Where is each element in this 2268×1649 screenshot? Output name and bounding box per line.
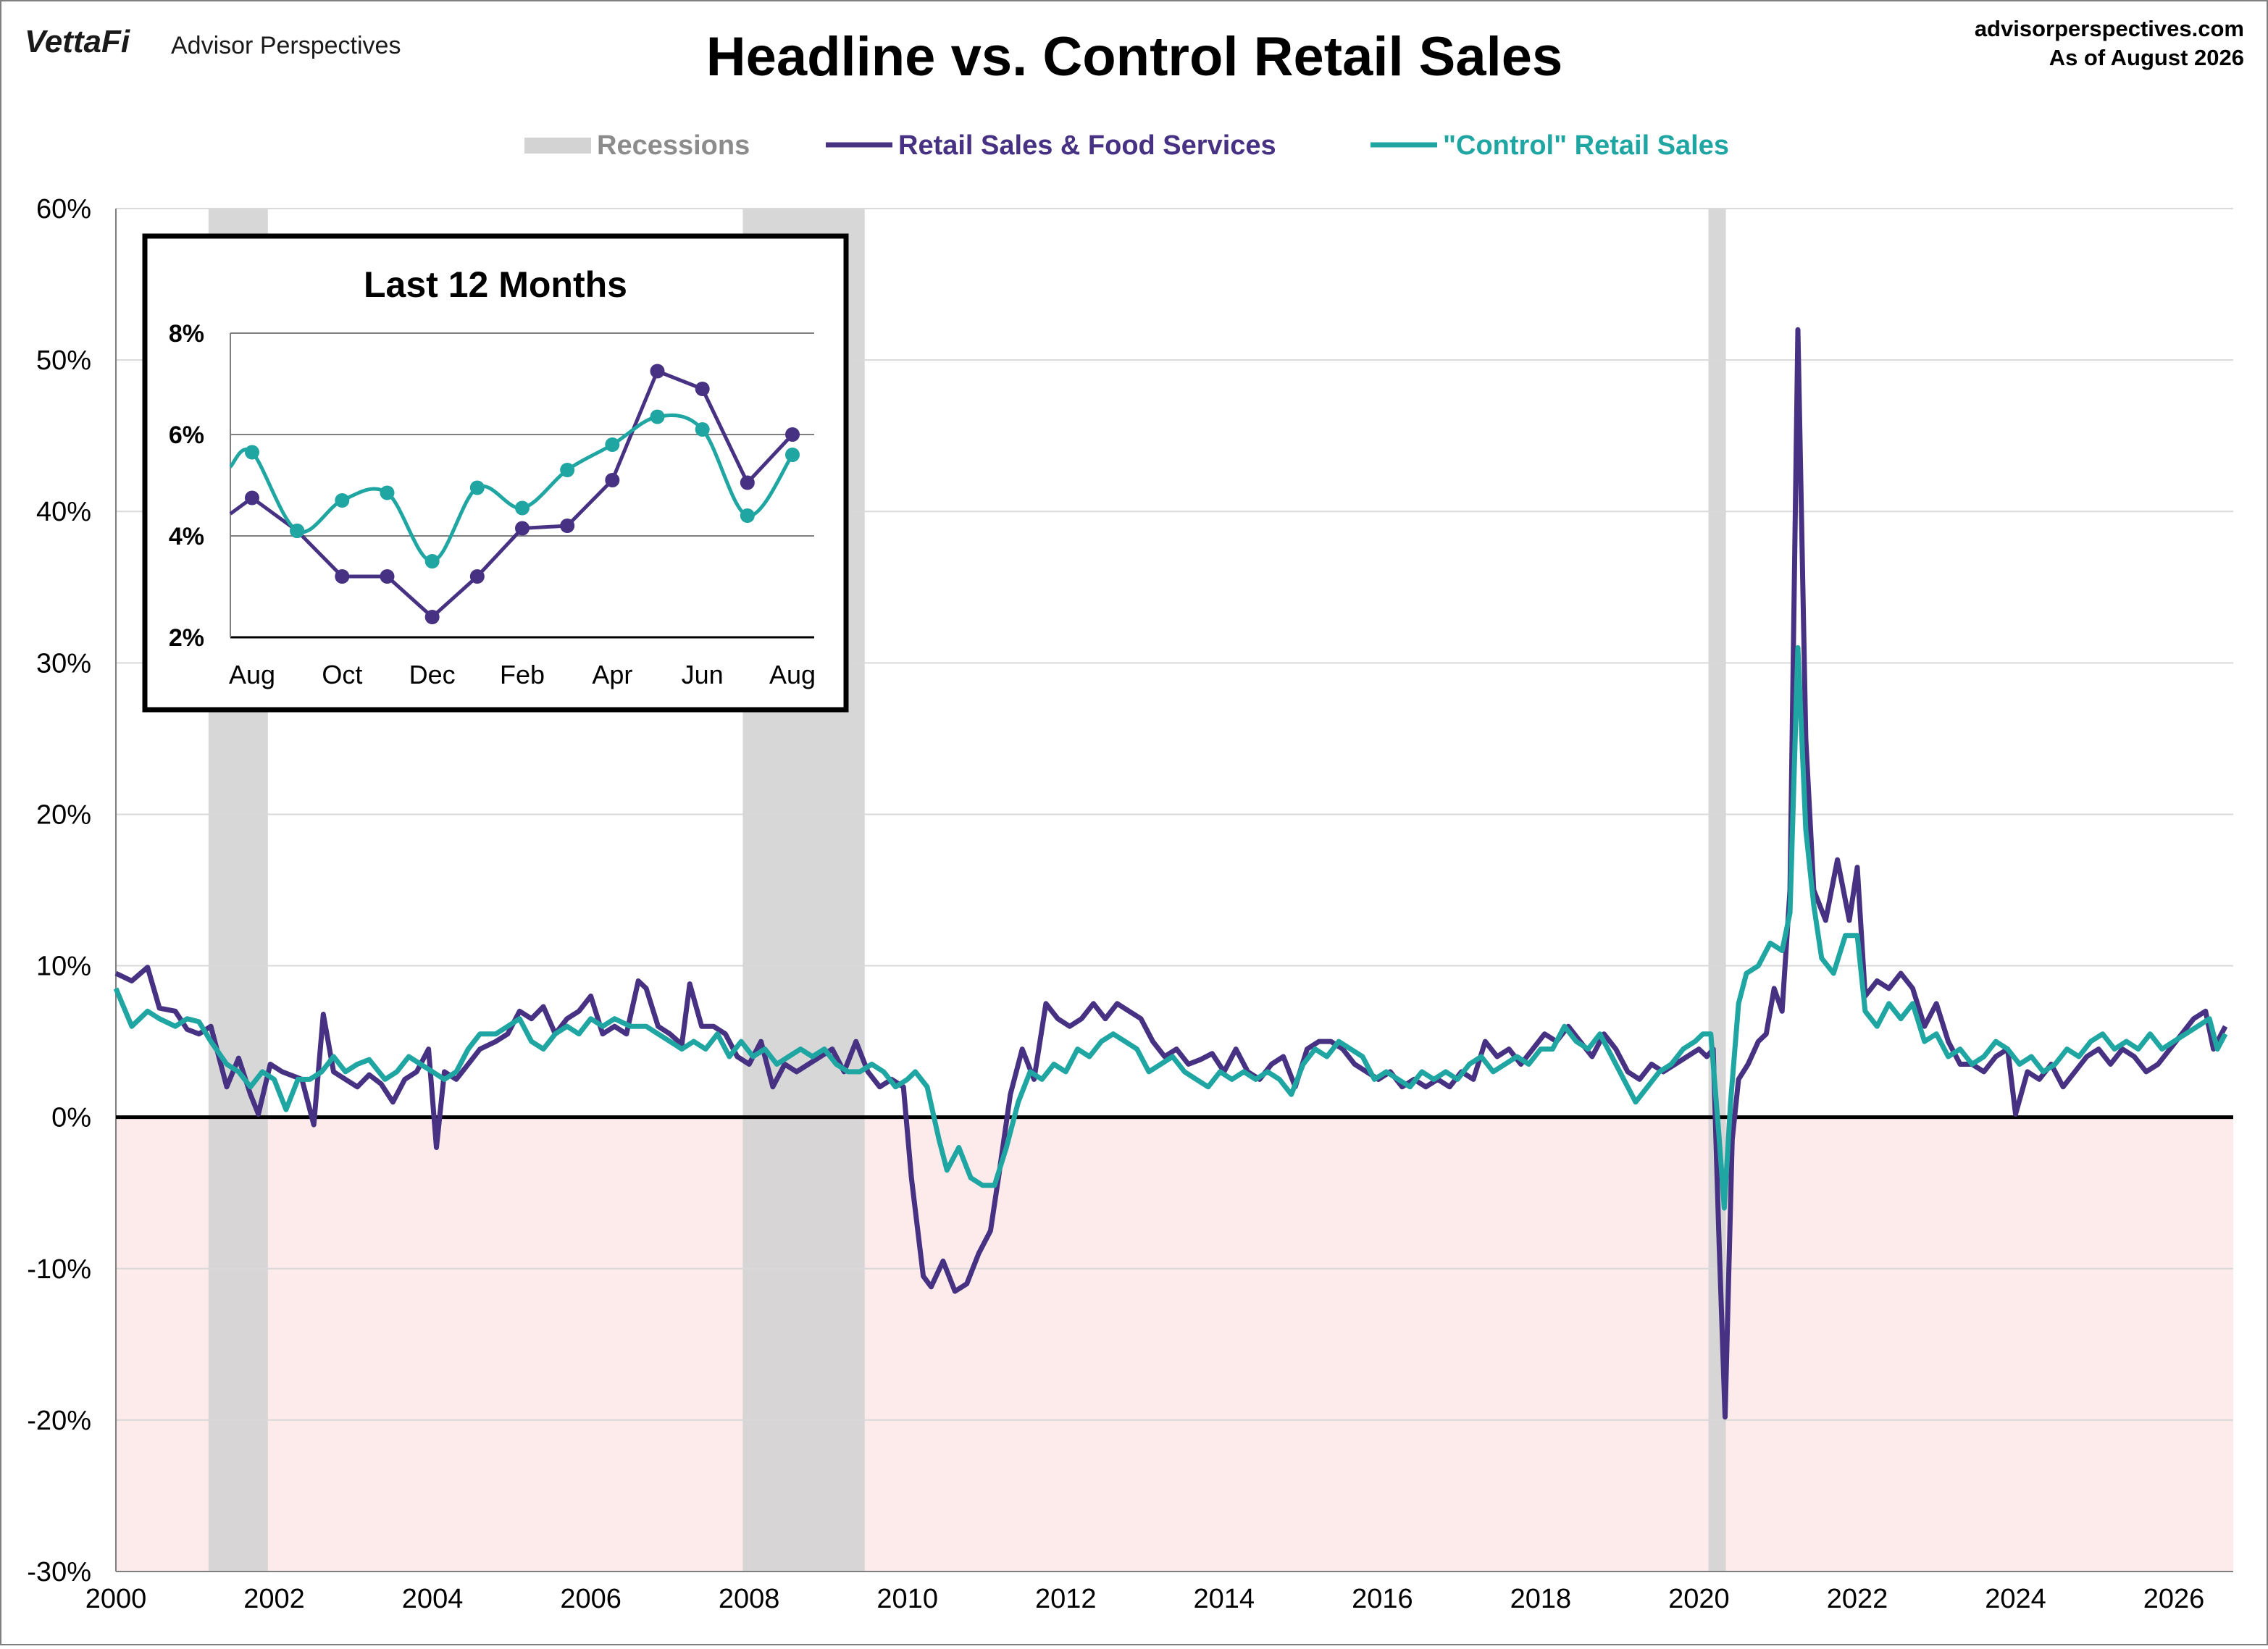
- inset-point-control-retail-sales: [560, 463, 575, 477]
- inset-point-retail-sales: [695, 382, 710, 396]
- x-tick-label: 2018: [1510, 1584, 1572, 1614]
- inset-y-tick-label: 8%: [169, 320, 204, 348]
- x-tick-label: 2012: [1035, 1584, 1097, 1614]
- x-tick-label: 2020: [1668, 1584, 1730, 1614]
- series-line-control-retail-sales: [113, 645, 2228, 1211]
- x-tick-label: 2008: [719, 1584, 780, 1614]
- inset-point-control-retail-sales: [424, 554, 440, 568]
- legend-series-b-label: "Control" Retail Sales: [1443, 130, 1729, 161]
- inset-y-tick-label: 4%: [169, 523, 204, 550]
- inset-point-control-retail-sales: [515, 500, 530, 516]
- inset-x-tick-label: Aug: [229, 660, 275, 689]
- inset-x-tick-label: Feb: [500, 660, 545, 689]
- inset-x-axis-ticks: Aug Oct Dec Feb Apr Jun Aug: [229, 660, 816, 689]
- y-tick-label: 10%: [36, 952, 91, 982]
- inset-last-12-months: Last 12 Months 2% 4% 6% 8% Aug Oct Dec Feb Apr J…: [142, 233, 849, 713]
- x-tick-label: 2016: [1352, 1584, 1413, 1614]
- legend: Recessions Retail Sales & Food Services …: [524, 130, 1729, 161]
- inset-point-control-retail-sales: [380, 485, 395, 500]
- inset-point-retail-sales: [335, 569, 350, 584]
- inset-x-tick-label: Oct: [322, 660, 362, 689]
- inset-x-tick-label: Dec: [409, 660, 456, 689]
- y-tick-label: 0%: [51, 1103, 91, 1133]
- inset-point-control-retail-sales: [785, 448, 800, 462]
- inset-point-retail-sales: [424, 610, 440, 624]
- as-of-date: As of August 2026: [2049, 45, 2244, 70]
- inset-points-control-retail-sales: [245, 409, 800, 568]
- inset-point-retail-sales: [380, 569, 395, 584]
- legend-recessions-swatch: [524, 138, 591, 154]
- x-tick-label: 2000: [85, 1584, 147, 1614]
- brand-logo: VettaFi: [25, 24, 130, 59]
- inset-point-retail-sales: [605, 473, 620, 487]
- inset-point-retail-sales: [785, 427, 800, 442]
- chart-title: Headline vs. Control Retail Sales: [706, 26, 1563, 88]
- inset-point-control-retail-sales: [245, 445, 259, 460]
- inset-title: Last 12 Months: [364, 264, 627, 305]
- inset-point-retail-sales: [515, 521, 530, 536]
- inset-point-retail-sales: [650, 364, 665, 379]
- inset-x-tick-label: Aug: [769, 660, 816, 689]
- inset-point-control-retail-sales: [740, 508, 755, 523]
- inset-point-control-retail-sales: [605, 437, 620, 452]
- inset-x-tick-label: Jun: [682, 660, 724, 689]
- y-tick-label: 50%: [36, 345, 91, 376]
- x-tick-label: 2022: [1827, 1584, 1888, 1614]
- inset-point-retail-sales: [245, 490, 259, 505]
- y-tick-label: 60%: [36, 194, 91, 225]
- y-tick-label: 20%: [36, 800, 91, 830]
- legend-recessions-label: Recessions: [597, 130, 750, 161]
- inset-point-control-retail-sales: [650, 409, 665, 424]
- x-tick-label: 2002: [243, 1584, 305, 1614]
- x-tick-label: 2006: [560, 1584, 622, 1614]
- x-tick-label: 2024: [1985, 1584, 2046, 1614]
- x-tick-label: 2014: [1194, 1584, 1255, 1614]
- inset-point-retail-sales: [740, 475, 755, 490]
- x-tick-label: 2010: [876, 1584, 938, 1614]
- x-tick-label: 2004: [402, 1584, 464, 1614]
- inset-x-tick-label: Apr: [592, 660, 632, 689]
- inset-frame: [142, 233, 849, 713]
- main-x-axis-ticks: 2000 2002 2004 2006 2008 2010 2012 2014 2016 2018…: [85, 1584, 2205, 1614]
- legend-series-a-label: Retail Sales & Food Services: [898, 130, 1276, 161]
- negative-zone-shading: [116, 1117, 2233, 1572]
- inset-y-tick-label: 2%: [169, 624, 204, 652]
- inset-point-control-retail-sales: [335, 493, 350, 508]
- inset-points-retail-sales: [245, 364, 800, 624]
- brand-subtitle: Advisor Perspectives: [171, 32, 401, 59]
- inset-series-line-retail-sales: [229, 369, 794, 619]
- inset-gridlines: [230, 332, 814, 639]
- inset-y-tick-label: 6%: [169, 421, 204, 449]
- source-url: advisorperspectives.com: [1975, 16, 2244, 41]
- inset-point-control-retail-sales: [469, 480, 485, 495]
- inset-y-axis-ticks: 2% 4% 6% 8%: [169, 320, 204, 652]
- inset-point-retail-sales: [469, 569, 485, 584]
- inset-point-control-retail-sales: [695, 422, 710, 437]
- main-y-axis-ticks: -30% -20% -10% 0% 10% 20% 30% 40% 50% 60%: [27, 194, 91, 1587]
- y-tick-label: -30%: [27, 1557, 91, 1587]
- y-tick-label: 30%: [36, 648, 91, 679]
- y-tick-label: -10%: [27, 1254, 91, 1285]
- y-tick-label: 40%: [36, 497, 91, 527]
- inset-point-retail-sales: [560, 519, 575, 533]
- inset-point-control-retail-sales: [290, 524, 305, 538]
- y-tick-label: -20%: [27, 1406, 91, 1436]
- x-tick-label: 2026: [2143, 1584, 2205, 1614]
